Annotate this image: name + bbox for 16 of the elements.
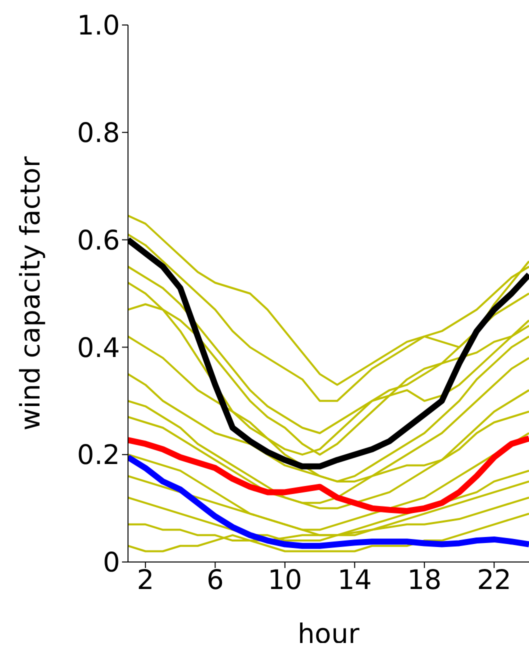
- y-axis-title: wind capacity factor: [16, 156, 47, 431]
- x-tick-label: 2: [136, 565, 154, 596]
- y-tick-label: 0.2: [77, 440, 120, 472]
- line-series: [128, 480, 529, 542]
- x-tick-label: 22: [476, 565, 512, 596]
- x-tick-label: 14: [337, 565, 372, 596]
- x-tick-label: 6: [206, 565, 224, 596]
- line-series: [128, 432, 529, 531]
- y-tick-label: 0: [102, 548, 120, 579]
- x-tick-label: 18: [407, 565, 442, 596]
- x-tick-label: 10: [268, 565, 302, 596]
- y-tick-label: 0.4: [77, 332, 120, 364]
- y-tick-label: 0.8: [77, 118, 120, 149]
- y-tick-label: 1.0: [77, 10, 120, 42]
- line-series: [128, 389, 529, 510]
- y-tick-label: 0.6: [77, 225, 120, 256]
